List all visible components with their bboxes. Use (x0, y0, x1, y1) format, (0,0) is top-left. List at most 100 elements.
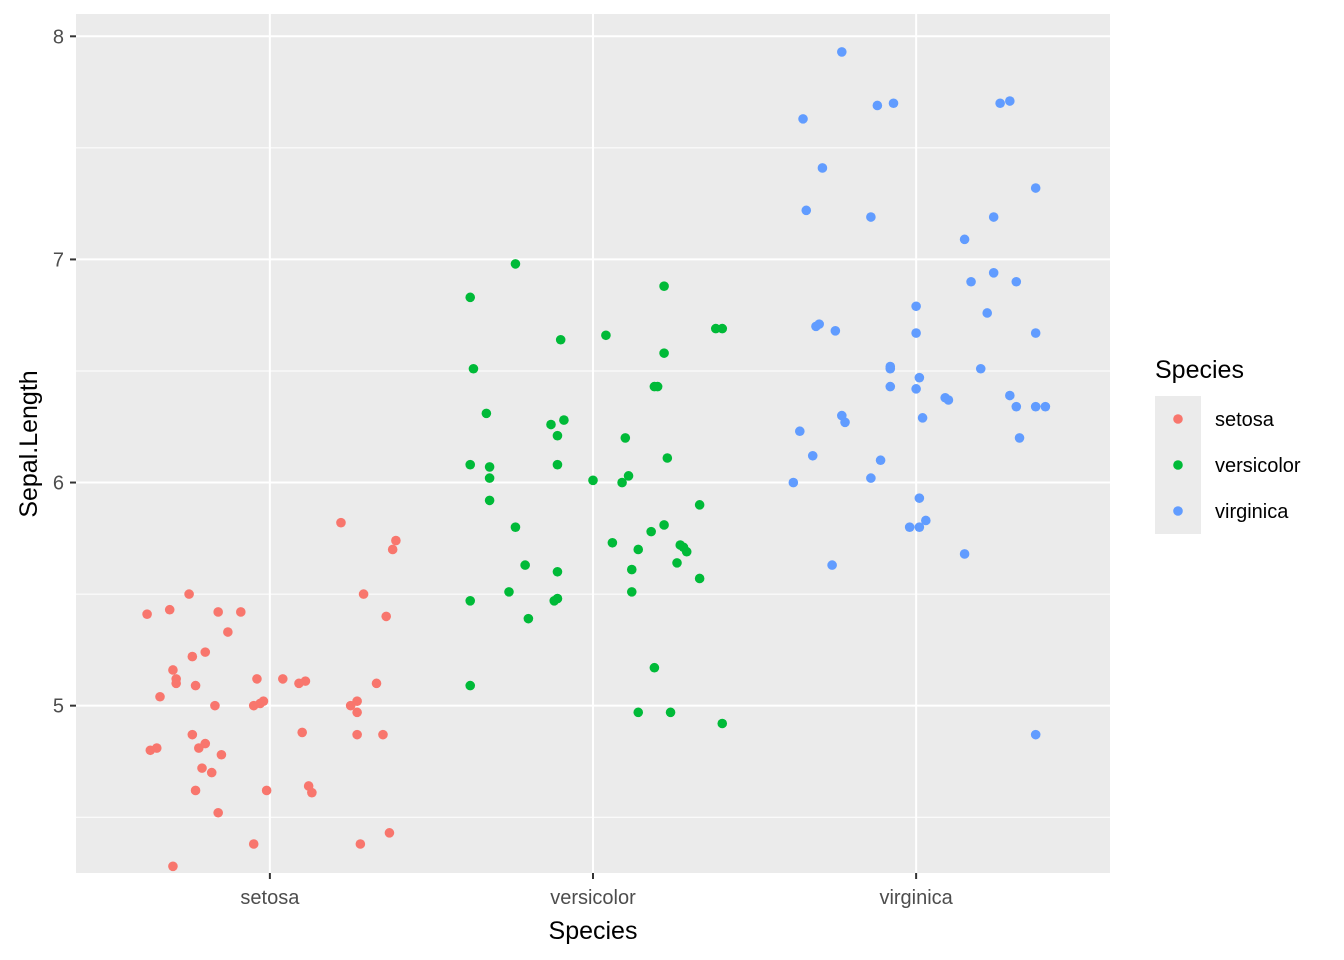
data-point-virginica (959, 234, 970, 245)
data-point-virginica (807, 450, 818, 461)
data-point-virginica (959, 549, 970, 559)
data-point-setosa (248, 839, 259, 849)
data-point-virginica (1011, 276, 1022, 287)
data-point-virginica (814, 319, 824, 329)
data-point-virginica (917, 413, 928, 423)
legend-key-virginica (1173, 506, 1183, 516)
legend: Species setosa versicolor virginica (1155, 356, 1301, 534)
data-point-virginica (914, 493, 925, 503)
data-point-setosa (252, 674, 262, 684)
data-point-versicolor (484, 495, 495, 506)
data-point-versicolor (552, 459, 563, 470)
data-point-virginica (911, 328, 921, 338)
data-point-setosa (258, 696, 269, 706)
data-point-setosa (190, 785, 201, 796)
data-point-virginica (1014, 433, 1025, 443)
data-point-setosa (378, 729, 388, 740)
data-point-versicolor (504, 587, 514, 597)
data-point-versicolor (633, 707, 644, 718)
data-point-virginica (1030, 328, 1041, 338)
x-tick-label: versicolor (550, 887, 636, 909)
data-point-virginica (914, 372, 925, 383)
data-point-setosa (206, 767, 217, 778)
data-point-setosa (213, 807, 223, 818)
data-point-virginica (904, 522, 915, 532)
data-point-virginica (911, 384, 921, 394)
data-point-versicolor (665, 707, 676, 718)
data-point-virginica (1030, 401, 1041, 412)
data-point-virginica (866, 212, 876, 222)
data-point-virginica (995, 98, 1005, 109)
data-point-setosa (235, 607, 246, 617)
data-point-versicolor (546, 419, 556, 430)
data-point-setosa (200, 738, 211, 749)
data-point-versicolor (484, 462, 495, 472)
data-point-virginica (1005, 96, 1015, 106)
y-tick-label: 7 (53, 249, 64, 271)
data-point-versicolor (659, 348, 669, 358)
data-point-versicolor (717, 323, 728, 334)
data-point-virginica (1030, 183, 1041, 193)
x-axis-title: Species (549, 917, 638, 945)
data-point-versicolor (659, 520, 669, 530)
data-point-setosa (216, 749, 227, 760)
data-point-virginica (801, 205, 812, 216)
data-point-versicolor (523, 613, 534, 624)
data-point-versicolor (662, 453, 673, 463)
data-point-virginica (914, 522, 925, 532)
data-point-setosa (391, 535, 401, 546)
data-point-setosa (336, 517, 346, 528)
data-point-setosa (358, 589, 369, 599)
x-tick-label: virginica (879, 887, 953, 909)
data-point-versicolor (465, 459, 476, 470)
data-point-versicolor (617, 477, 627, 488)
data-point-versicolor (646, 526, 656, 537)
data-point-versicolor (623, 471, 634, 481)
data-point-setosa (197, 763, 207, 773)
legend-key-setosa (1173, 414, 1183, 424)
data-point-virginica (1011, 401, 1022, 412)
data-point-versicolor (465, 680, 476, 691)
data-point-virginica (888, 98, 899, 109)
data-point-virginica (875, 455, 886, 466)
data-point-virginica (885, 381, 896, 392)
data-point-setosa (184, 589, 194, 599)
data-point-setosa (168, 861, 178, 872)
data-point-setosa (381, 611, 392, 622)
data-point-versicolor (520, 560, 530, 570)
data-point-versicolor (652, 381, 663, 392)
data-point-versicolor (588, 475, 598, 486)
data-point-setosa (278, 674, 288, 684)
data-point-versicolor (552, 566, 563, 577)
data-point-setosa (352, 696, 362, 706)
legend-label-virginica: virginica (1215, 501, 1289, 523)
data-point-versicolor (626, 587, 637, 597)
data-point-versicolor (465, 595, 476, 606)
data-point-setosa (190, 680, 201, 691)
data-point-virginica (872, 100, 883, 111)
data-point-versicolor (633, 544, 644, 555)
data-point-setosa (213, 607, 223, 617)
data-point-virginica (1040, 401, 1051, 412)
legend-title: Species (1155, 356, 1244, 384)
data-point-versicolor (672, 558, 682, 568)
data-point-versicolor (717, 718, 728, 729)
data-point-versicolor (555, 334, 566, 345)
legend-label-setosa: setosa (1215, 409, 1275, 431)
x-tick-label: setosa (240, 887, 300, 909)
data-point-setosa (164, 604, 175, 615)
data-point-virginica (788, 477, 799, 488)
data-point-virginica (827, 560, 837, 570)
data-point-setosa (300, 676, 311, 686)
data-point-versicolor (559, 415, 569, 425)
data-points (142, 47, 1051, 872)
data-point-virginica (943, 395, 954, 405)
data-point-versicolor (510, 259, 521, 269)
data-point-virginica (988, 212, 999, 222)
data-point-versicolor (552, 430, 563, 441)
data-point-versicolor (468, 363, 479, 374)
data-point-setosa (355, 839, 366, 849)
data-point-virginica (982, 308, 993, 318)
data-point-setosa (371, 678, 382, 689)
data-point-versicolor (481, 408, 492, 419)
